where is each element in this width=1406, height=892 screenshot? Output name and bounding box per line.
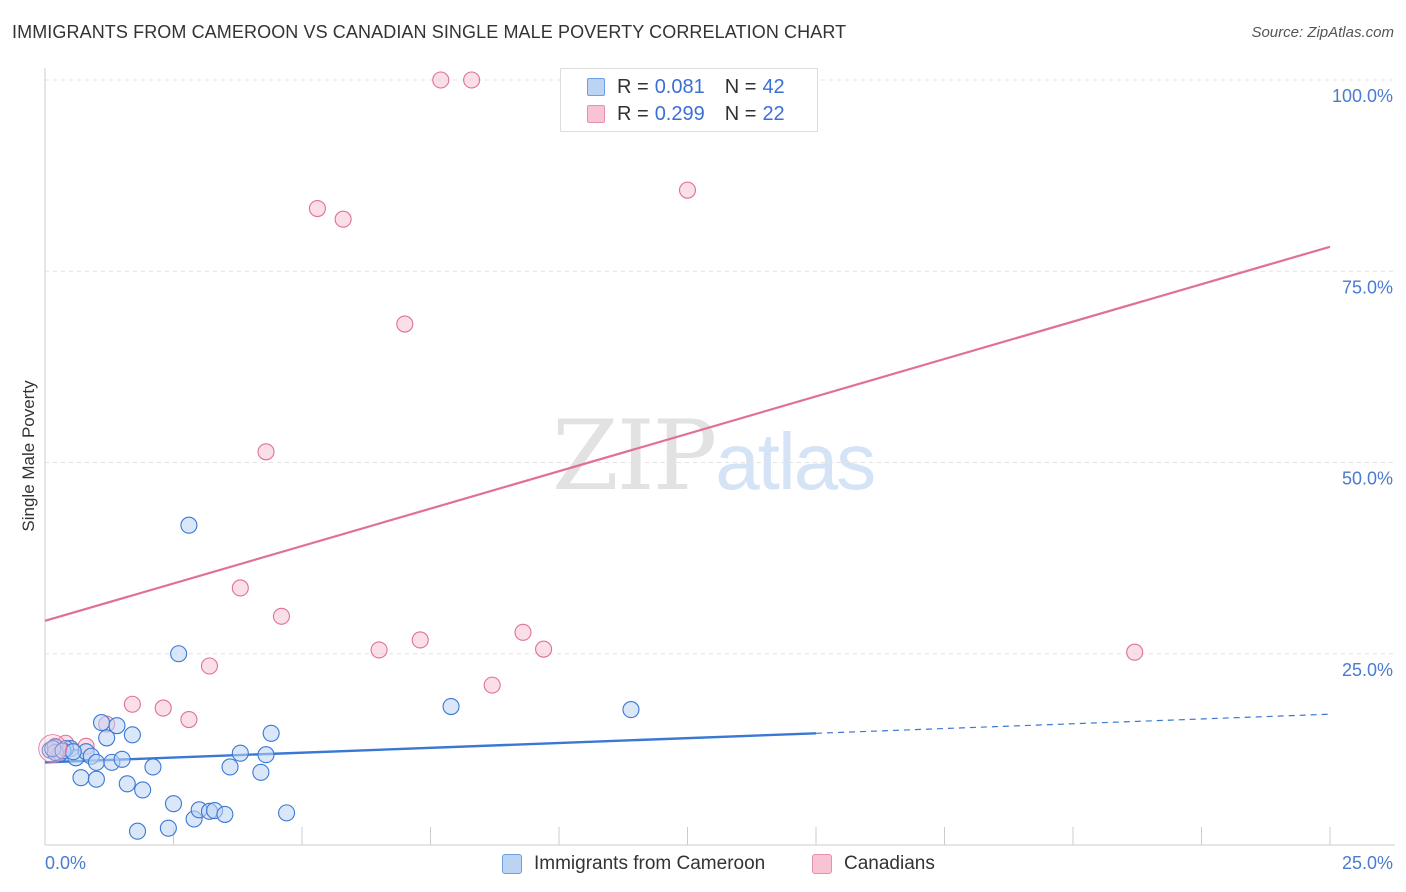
point-cameroon (118, 775, 136, 793)
point-cameroon (278, 804, 296, 822)
point-cameroon (216, 805, 234, 823)
point-canadians (514, 623, 532, 641)
point-cameroon (92, 714, 111, 732)
legend-swatch-pink (587, 105, 605, 123)
legend-r-label: R = (617, 75, 649, 98)
point-canadians (200, 657, 219, 675)
point-cameroon (159, 819, 177, 837)
point-cameroon (123, 726, 141, 744)
bottom-legend-label-cameroon: Immigrants from Cameroon (534, 853, 766, 874)
point-cameroon (442, 697, 460, 716)
point-canadians (678, 181, 697, 199)
bottom-legend-cameroon: Immigrants from Cameroon (502, 852, 765, 876)
point-cameroon (113, 750, 131, 768)
point-canadians (535, 640, 553, 658)
bottom-legend-canadians: Canadians (812, 852, 935, 876)
point-canadians (411, 631, 429, 649)
point-cameroon (72, 769, 90, 787)
point-cameroon (257, 746, 275, 764)
x-tick-label-max: 25.0% (1342, 853, 1393, 873)
point-cameroon (221, 758, 239, 776)
point-canadians (396, 315, 414, 333)
x-tick-label-min: 0.0% (45, 853, 86, 873)
point-canadians (1126, 643, 1144, 661)
point-layer (38, 71, 1144, 840)
trend-line-cameroon (44, 732, 817, 764)
point-cameroon (231, 744, 249, 762)
legend-swatch-blue (587, 78, 605, 96)
point-cameroon (98, 729, 116, 747)
point-canadians (370, 641, 388, 659)
point-cameroon (144, 758, 162, 776)
bottom-legend-swatch-pink (812, 854, 832, 874)
point-cameroon (108, 717, 126, 735)
y-tick-label: 75.0% (1342, 277, 1393, 297)
point-cameroon (170, 645, 188, 663)
point-canadians (432, 71, 450, 89)
legend-n-value: 22 (762, 102, 785, 125)
legend-n-value: 42 (762, 75, 785, 98)
y-axis-title: Single Male Poverty (19, 380, 38, 532)
point-canadians (123, 695, 141, 713)
point-cameroon (128, 822, 147, 840)
watermark: ZIPatlas (552, 400, 876, 512)
point-cameroon (87, 770, 105, 788)
legend-row-cameroon: R = 0.081 N = 42 (587, 75, 785, 99)
legend-r-value: 0.081 (654, 75, 705, 98)
correlation-legend: R = 0.081 N = 42 R = 0.299 N = 22 (560, 68, 818, 132)
legend-n-label: N = (724, 102, 757, 125)
point-cameroon (87, 753, 105, 771)
point-cameroon (262, 724, 280, 742)
chart-title: IMMIGRANTS FROM CAMEROON VS CANADIAN SIN… (12, 22, 847, 42)
watermark-zip: ZIP (552, 400, 717, 512)
chart-source: Source: ZipAtlas.com (1251, 24, 1394, 41)
trend-line-canadians (44, 245, 1331, 622)
point-cameroon (134, 781, 152, 799)
grid-layer (45, 79, 1395, 655)
point-canadians (231, 579, 249, 597)
point-canadians (180, 710, 198, 729)
y-tick-label: 25.0% (1342, 660, 1393, 680)
legend-row-canadians: R = 0.299 N = 22 (587, 102, 785, 126)
label-layer: 25.0% 50.0% 75.0% 100.0% 0.0% 25.0% Single Mal… (19, 86, 1393, 873)
point-cameroon (252, 763, 270, 781)
trend-line-cameroon-extension (815, 713, 1331, 734)
point-cameroon (180, 516, 198, 534)
watermark-atlas: atlas (715, 417, 876, 506)
point-canadians (272, 607, 290, 625)
point-cameroon (164, 795, 183, 813)
trend-layer (44, 245, 1331, 764)
y-tick-label: 100.0% (1332, 86, 1393, 106)
y-tick-label: 50.0% (1342, 469, 1393, 489)
point-canadians (334, 210, 352, 228)
point-canadians (257, 443, 275, 461)
point-cameroon (64, 743, 82, 761)
legend-n-label: N = (724, 75, 757, 98)
point-cameroon (622, 701, 640, 719)
point-cluster-origin (38, 734, 68, 764)
legend-r-value: 0.299 (654, 102, 705, 125)
axis-layer (44, 68, 1395, 846)
point-canadians (308, 199, 326, 218)
point-canadians (463, 71, 481, 89)
point-canadians (154, 699, 172, 717)
point-canadians (483, 676, 501, 694)
bottom-legend-label-canadians: Canadians (844, 853, 935, 874)
legend-r-label: R = (617, 102, 649, 125)
bottom-legend-swatch-blue (502, 854, 522, 874)
